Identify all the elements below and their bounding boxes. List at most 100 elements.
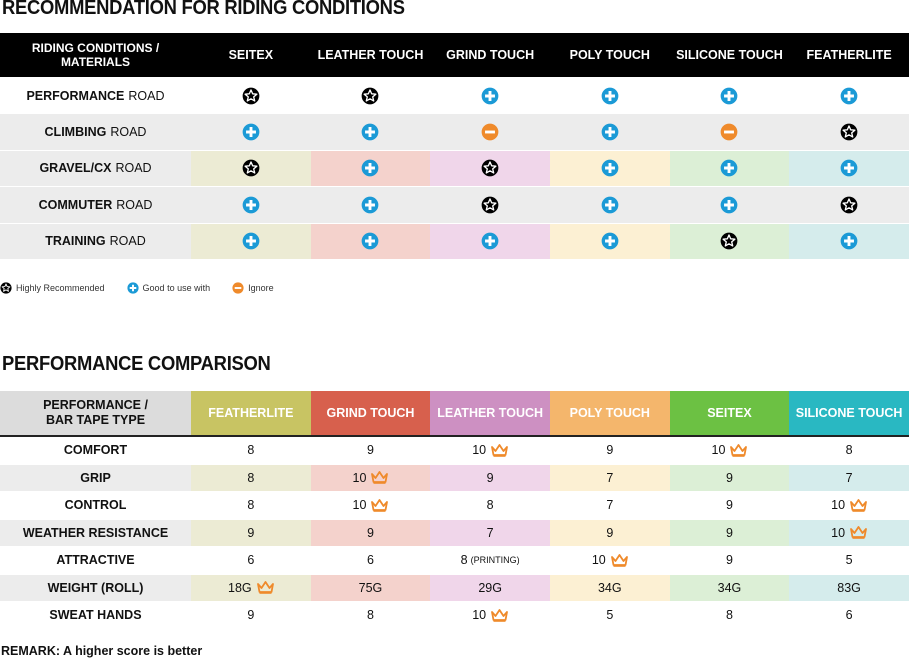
table-cell: [669, 114, 790, 150]
row-label: WEATHER RESISTANCE: [0, 519, 191, 546]
table-cell: [549, 150, 670, 187]
table-cell: [310, 78, 431, 114]
column-header-featherlite: FEATHERLITE: [806, 48, 892, 62]
cell-value: 9: [725, 470, 733, 485]
cell-value: 6: [367, 553, 374, 568]
table-cell: 7: [430, 519, 550, 546]
table-cell: [789, 114, 909, 150]
table-cell: [789, 187, 909, 223]
row-label-rest: ROAD: [116, 197, 153, 212]
remark-note: REMARK: A higher score is better: [1, 644, 203, 658]
cell-value: 8: [460, 553, 468, 568]
row-label: ATTRACTIVE: [0, 547, 191, 574]
table-cell: 10: [669, 437, 790, 464]
table-cell: 8: [310, 602, 431, 629]
cell-value: 9: [247, 525, 255, 540]
cell-value: 10: [352, 470, 367, 485]
table-cell: 5: [789, 547, 909, 574]
cell-value: 34G: [717, 580, 742, 595]
table-row: PERFORMANCE ROAD: [0, 78, 909, 114]
cell-value: 75G: [358, 580, 383, 595]
table-cell: 10: [430, 437, 550, 464]
legend: Highly Recommended Good to use with Ignore: [0, 282, 296, 294]
row-label: GRAVEL/CX ROAD: [0, 150, 191, 187]
table-cell: 10: [310, 492, 431, 519]
cell-value: 10: [591, 553, 606, 568]
cell-value: 9: [367, 525, 374, 540]
performance-comparison-table: PERFORMANCE / BAR TAPE TYPE FEATHERLITE GR…: [0, 391, 909, 630]
plus-icon: [840, 232, 858, 250]
row-label: WEIGHT (ROLL): [0, 574, 191, 601]
cell-note: (PRINTING): [470, 555, 520, 566]
legend-item-minus: Ignore: [232, 282, 274, 294]
minus-icon: [481, 123, 499, 141]
legend-item-plus: Good to use with: [126, 282, 211, 294]
cell-value: 8: [247, 443, 255, 458]
plus-icon: [720, 87, 738, 105]
row-label: PERFORMANCE ROAD: [0, 78, 191, 114]
performance-header-label: PERFORMANCE / BAR TAPE TYPE: [0, 391, 191, 435]
row-label: TRAINING ROAD: [0, 223, 191, 259]
cell-value: 8: [725, 608, 733, 623]
table-cell: [191, 114, 311, 150]
cell-value: 5: [845, 553, 853, 568]
column-header-silicone-touch: SILICONE TOUCH: [676, 48, 783, 62]
minus-icon: [720, 123, 738, 141]
crown-icon: [491, 443, 508, 457]
cell-value: 18G: [228, 580, 252, 595]
row-label-rest: ROAD: [128, 88, 165, 103]
cell-value: 9: [606, 525, 614, 540]
plus-icon: [361, 123, 379, 141]
table-row: CLIMBING ROAD: [0, 114, 909, 150]
plus-icon: [601, 123, 619, 141]
plus-icon: [601, 196, 619, 214]
table-row: WEATHER RESISTANCE 9 9 7 9 9 10: [0, 519, 909, 547]
table-cell: [789, 223, 909, 259]
column-header-seitex: SEITEX: [228, 48, 274, 62]
plus-icon: [720, 196, 738, 214]
cell-value: 10: [831, 525, 846, 540]
legend-label: Good to use with: [142, 283, 211, 293]
star-icon: [481, 159, 499, 177]
table-cell: [549, 187, 670, 223]
section-title-riding-conditions: RECOMMENDATION FOR RIDING CONDITIONS: [2, 0, 405, 19]
table-cell: 7: [549, 464, 670, 491]
table-cell: 8 (PRINTING): [430, 547, 550, 574]
cell-value: 8: [367, 608, 374, 623]
plus-icon: [601, 159, 619, 177]
plus-icon: [481, 232, 499, 250]
row-label: CONTROL: [0, 492, 191, 519]
cell-value: 9: [367, 443, 374, 458]
table-cell: 8: [191, 492, 311, 519]
table-cell: 9: [549, 519, 670, 546]
crown-icon: [491, 608, 508, 622]
cell-value: 10: [472, 443, 487, 458]
table-row: SWEAT HANDS 9 8 10 5 8 6: [0, 602, 909, 630]
column-header-seitex: SEITEX: [669, 391, 790, 435]
table-cell: 5: [549, 602, 670, 629]
row-label: SWEAT HANDS: [0, 602, 191, 629]
table-row: GRAVEL/CX ROAD: [0, 150, 909, 187]
plus-icon: [840, 159, 858, 177]
row-label-bold: TRAINING: [45, 234, 106, 249]
cell-value: 9: [725, 553, 733, 568]
table-cell: 8: [191, 464, 311, 491]
cell-value: 6: [247, 553, 255, 568]
crown-icon: [850, 498, 867, 512]
table-cell: [430, 78, 550, 114]
crown-icon: [730, 443, 748, 457]
cell-value: 8: [486, 498, 494, 513]
row-label: GRIP: [0, 464, 191, 491]
table-cell: 10: [430, 602, 550, 629]
cell-value: 8: [247, 470, 255, 485]
table-cell: 9: [191, 602, 311, 629]
table-row: ATTRACTIVE 6 6 8 (PRINTING) 10 9 5: [0, 547, 909, 575]
plus-icon: [361, 159, 379, 177]
plus-icon: [126, 282, 139, 294]
table-cell: [191, 150, 311, 187]
table-cell: [789, 78, 909, 114]
cell-value: 9: [725, 525, 733, 540]
table-cell: 9: [549, 437, 670, 464]
row-label-rest: ROAD: [115, 161, 152, 176]
cell-value: 29G: [478, 580, 502, 595]
